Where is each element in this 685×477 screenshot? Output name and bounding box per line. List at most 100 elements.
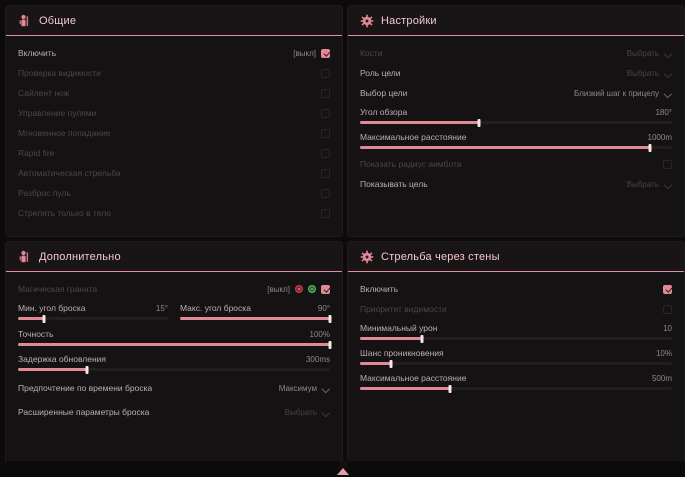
row-general-8[interactable]: Стрелять только в тело [6, 203, 342, 223]
checkbox-show-aimbot-radius[interactable] [663, 159, 672, 169]
gear-icon [360, 14, 374, 28]
slider-penetration-chance[interactable]: Шанс проникновения 10% [348, 345, 684, 368]
slider-value: 500m [651, 373, 672, 383]
slider-label: Угол обзора [360, 107, 408, 117]
slider-track[interactable] [18, 340, 332, 349]
slider-fill [360, 337, 423, 340]
row-general-0[interactable]: Включить [выкл] [6, 43, 342, 63]
slider-track[interactable] [180, 314, 332, 323]
checkbox-bullet-control[interactable] [321, 108, 330, 118]
row-throw-time-preference[interactable]: Предпочтение по времени броска Максимум [6, 376, 342, 400]
slider-value: 10 [663, 323, 672, 333]
row-label: Приоритет видимости [360, 304, 447, 314]
row-magic-grenade[interactable]: Магическая граната [выкл] [6, 279, 342, 299]
slider-accuracy[interactable]: Точность 100% [6, 326, 342, 349]
status-green-icon[interactable] [308, 285, 316, 293]
row-label: Проверка видимости [18, 68, 101, 78]
row-show-aimbot-radius[interactable]: Показать радиус аимбота [348, 154, 684, 174]
row-advanced-throw-params[interactable]: Расширенные параметры броска Выбрать [6, 400, 342, 424]
row-control[interactable]: Выбрать [627, 69, 672, 78]
slider-track[interactable] [360, 359, 672, 368]
slider-track[interactable] [360, 143, 672, 152]
slider-min-damage[interactable]: Минимальный урон 10 [348, 320, 684, 343]
slider-label: Максимальное расстояние [360, 373, 467, 383]
row-control[interactable]: Максимум [279, 384, 330, 393]
slider-value: 180° [655, 107, 672, 117]
checkbox-bullet-spread[interactable] [321, 188, 330, 198]
slider-head: Максимальное расстояние 500m [360, 370, 672, 386]
slider-label: Точность [18, 329, 54, 339]
panel-general-title: Общие [39, 14, 77, 27]
row-label: Выбор цели [360, 88, 408, 98]
slider-pair-throw-angles: Мин. угол броска 15° Макс. [6, 299, 342, 325]
slider-min-throw-angle[interactable]: Мин. угол броска 15° [18, 300, 168, 323]
checkbox-visibility-priority[interactable] [663, 304, 672, 314]
chevron-down-icon [664, 69, 672, 77]
row-wallbang-enable[interactable]: Включить [348, 279, 684, 299]
slider-track[interactable] [18, 314, 168, 323]
row-target-selection[interactable]: Выбор цели Близкий шаг к прицелу [348, 83, 684, 103]
checkbox-instant-hit[interactable] [321, 128, 330, 138]
panel-wallbang: Стрельба через стены Включить Приоритет … [347, 241, 685, 466]
panel-advanced-title: Дополнительно [39, 250, 121, 263]
checkbox-magic-grenade[interactable] [321, 284, 330, 294]
panel-advanced-header: Дополнительно [6, 242, 342, 272]
bottom-marker-stem [338, 461, 347, 468]
row-label: Стрелять только в тело [18, 208, 111, 218]
row-general-6[interactable]: Автоматическая стрельба [6, 163, 342, 183]
scroll-up-marker[interactable] [336, 468, 349, 475]
checkbox-wallbang-enable[interactable] [663, 284, 672, 294]
row-control: [выкл] [293, 48, 330, 58]
slider-wallbang-max-distance[interactable]: Максимальное расстояние 500m [348, 370, 684, 393]
row-general-5[interactable]: Rapid fire [6, 143, 342, 163]
slider-track[interactable] [18, 365, 330, 374]
row-label: Разброс пуль [18, 188, 71, 198]
row-label: Расширенные параметры броска [18, 407, 150, 417]
row-value: Выбрать [626, 68, 659, 78]
checkbox-auto-fire[interactable] [321, 168, 330, 178]
slider-knob [328, 314, 332, 323]
slider-update-delay[interactable]: Задержка обновления 300ms [6, 351, 342, 374]
status-red-icon[interactable] [295, 285, 303, 293]
checkbox-enable[interactable] [321, 48, 330, 58]
slider-head: Мин. угол броска 15° [18, 300, 168, 316]
slider-fill [360, 362, 392, 365]
gear-icon [360, 250, 374, 264]
row-control [321, 188, 330, 198]
panel-settings-title: Настройки [381, 14, 437, 27]
row-value: Максимум [278, 383, 317, 393]
row-label: Включить [360, 284, 399, 294]
checkbox-body-only[interactable] [321, 208, 330, 218]
chevron-down-icon [664, 180, 672, 188]
row-value: [выкл] [267, 284, 290, 294]
checkbox-rapid-fire[interactable] [321, 148, 330, 158]
row-target-role[interactable]: Роль цели Выбрать [348, 63, 684, 83]
checkbox-silent-knife[interactable] [321, 88, 330, 98]
row-control[interactable]: Выбрать [627, 180, 672, 189]
row-label: Предпочтение по времени броска [18, 383, 153, 393]
row-control[interactable]: Близкий шаг к прицелу [574, 89, 672, 98]
row-control[interactable]: Выбрать [285, 408, 330, 417]
row-show-target[interactable]: Показывать цель Выбрать [348, 174, 684, 194]
row-label: Показать радиус аимбота [360, 159, 462, 169]
slider-max-distance[interactable]: Максимальное расстояние 1000m [348, 129, 684, 152]
slider-track[interactable] [360, 118, 672, 127]
row-general-3[interactable]: Управление пулями [6, 103, 342, 123]
panel-settings-header: Настройки [348, 6, 684, 36]
row-general-2[interactable]: Сайлент нож [6, 83, 342, 103]
row-general-4[interactable]: Мгновенное попадание [6, 123, 342, 143]
slider-track[interactable] [360, 334, 672, 343]
row-general-7[interactable]: Разброс пуль [6, 183, 342, 203]
row-visibility-priority[interactable]: Приоритет видимости [348, 299, 684, 319]
row-label: Rapid fire [18, 148, 55, 158]
row-bones[interactable]: Кости Выбрать [348, 43, 684, 63]
row-control[interactable]: Выбрать [627, 49, 672, 58]
slider-fill [360, 146, 651, 149]
checkbox-visibility-check[interactable] [321, 68, 330, 78]
slider-max-throw-angle[interactable]: Макс. угол броска 90° [180, 300, 332, 323]
slider-track[interactable] [360, 384, 672, 393]
row-value: Близкий шаг к прицелу [574, 88, 659, 98]
row-general-1[interactable]: Проверка видимости [6, 63, 342, 83]
panel-grid: Общие Включить [выкл] Проверка видимости [5, 5, 685, 466]
slider-fov[interactable]: Угол обзора 180° [348, 104, 684, 127]
